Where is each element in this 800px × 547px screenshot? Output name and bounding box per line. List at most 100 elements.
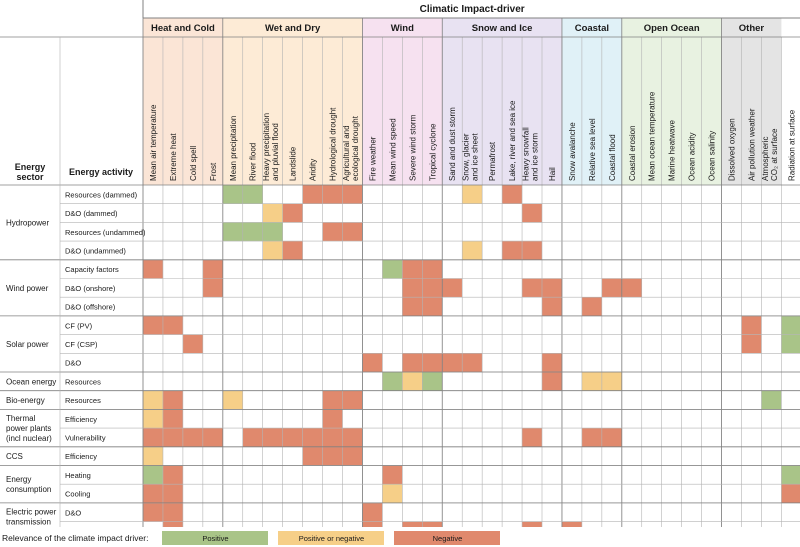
- activity-label: D&O: [65, 359, 81, 368]
- impact-cell: [282, 203, 303, 223]
- impact-cell: [601, 428, 622, 447]
- sector-label: Hydropower: [6, 218, 49, 227]
- activity-label: Capacity factors: [65, 265, 119, 274]
- driver-label: Radiation at surface: [787, 109, 796, 181]
- impact-cell: [402, 353, 423, 372]
- impact-cell: [741, 334, 762, 354]
- driver-label: Hydrological drought: [329, 107, 338, 181]
- impact-cell: [302, 185, 323, 204]
- impact-cell: [282, 241, 303, 260]
- impact-cell: [302, 428, 323, 447]
- impact-cell: [262, 203, 283, 223]
- impact-cell: [522, 278, 542, 298]
- impact-cell: [402, 259, 423, 279]
- driver-label: Agricultural and: [342, 125, 351, 181]
- driver-label: and ice sheet: [471, 133, 480, 181]
- activity-label: D&O (undammed): [65, 246, 126, 255]
- driver-label: Permafrost: [488, 141, 497, 181]
- driver-label: Sand and dust storm: [448, 107, 457, 181]
- impact-cell: [162, 502, 183, 522]
- impact-cell: [143, 484, 163, 503]
- impact-cell: [162, 409, 183, 429]
- impact-cell: [202, 278, 223, 298]
- impact-cell: [342, 390, 363, 410]
- impact-cell: [422, 521, 443, 527]
- impact-cell: [402, 521, 423, 527]
- impact-matrix: Heat and Cold Wet and Dry Wind Snow and Ice…: [0, 0, 800, 527]
- driver-label: Dissolved oxygen: [728, 118, 737, 181]
- impact-cell: [542, 297, 562, 316]
- group-label: Snow and Ice: [472, 23, 533, 34]
- impact-cell: [601, 372, 622, 391]
- impact-cell: [362, 502, 383, 522]
- driver-label: Fire weather: [368, 136, 377, 181]
- sector-label: consumption: [6, 485, 51, 494]
- impact-cell: [761, 390, 782, 410]
- impact-cell: [462, 241, 483, 260]
- impact-cell: [422, 372, 443, 391]
- impact-cell: [143, 390, 163, 410]
- impact-cell: [781, 465, 800, 485]
- impact-cell: [262, 241, 283, 260]
- activity-label: Cooling: [65, 490, 90, 499]
- impact-cell: [342, 446, 363, 466]
- impact-cell: [402, 372, 423, 391]
- driver-label: River flood: [249, 143, 258, 181]
- sector-label: Ocean energy: [6, 377, 56, 386]
- impact-cell: [542, 353, 562, 372]
- driver-label: Cold spell: [189, 146, 198, 181]
- legend-negative: Negative: [394, 531, 501, 545]
- activity-label: CF (PV): [65, 321, 93, 330]
- impact-cell: [522, 203, 542, 223]
- driver-label: ecological drought: [351, 115, 360, 181]
- driver-label: Ocean salinity: [708, 131, 717, 181]
- driver-label: Air pollution weather: [747, 108, 756, 181]
- driver-label: Coastal erosion: [628, 125, 637, 181]
- impact-cell: [222, 222, 243, 242]
- impact-cell: [322, 185, 343, 204]
- impact-cell: [162, 465, 183, 485]
- impact-cell: [382, 465, 403, 485]
- impact-cell: [162, 484, 183, 503]
- impact-cell: [502, 185, 523, 204]
- impact-cell: [342, 185, 363, 204]
- group-band: [721, 18, 782, 185]
- impact-cell: [362, 521, 383, 527]
- impact-cell: [162, 428, 183, 447]
- impact-cell: [162, 390, 183, 410]
- activity-label: Resources: [65, 396, 101, 405]
- driver-label: Ocean acidity: [688, 133, 697, 181]
- impact-cell: [242, 185, 263, 204]
- activity-label: Efficiency: [65, 452, 97, 461]
- impact-cell: [342, 222, 363, 242]
- activity-label: Vulnerability: [65, 433, 106, 442]
- impact-cell: [342, 428, 363, 447]
- driver-label: and ice storm: [531, 133, 540, 181]
- impact-cell: [322, 428, 343, 447]
- matrix-title: Climatic Impact-driver: [420, 4, 525, 15]
- driver-label: Lake, river and sea ice: [508, 100, 517, 181]
- group-band: [222, 18, 363, 185]
- group-label: Wind: [391, 23, 414, 34]
- driver-label: Coastal flood: [608, 134, 617, 181]
- impact-cell: [781, 484, 800, 503]
- impact-cell: [143, 315, 163, 335]
- impact-cell: [322, 409, 343, 429]
- impact-cell: [262, 428, 283, 447]
- sector-label: power plants: [6, 424, 51, 433]
- impact-cell: [182, 428, 203, 447]
- driver-label: Severe wind storm: [408, 114, 417, 181]
- impact-cell: [143, 446, 163, 466]
- group-label: Other: [739, 23, 765, 34]
- group-band: [621, 18, 722, 185]
- activity-label: Efficiency: [65, 415, 97, 424]
- sector-label: Energy: [6, 475, 31, 484]
- group-band: [561, 18, 622, 185]
- impact-cell: [382, 484, 403, 503]
- driver-label: Heavy precipitation: [262, 113, 271, 181]
- impact-cell: [462, 185, 483, 204]
- sector-header: sector: [16, 172, 44, 182]
- activity-label: CF (CSP): [65, 340, 98, 349]
- activity-header: Energy activity: [69, 167, 133, 177]
- sector-label: Bio-energy: [6, 396, 45, 405]
